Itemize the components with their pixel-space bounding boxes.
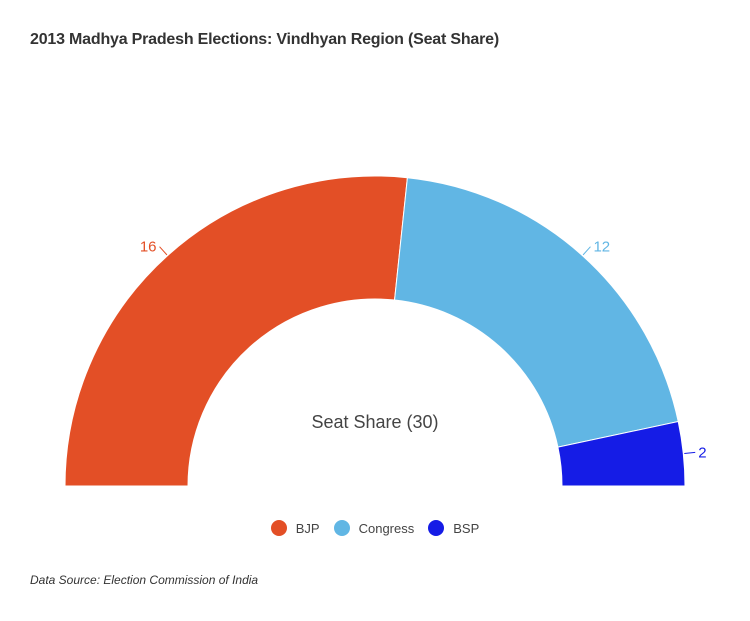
center-label: Seat Share (30) (311, 412, 438, 432)
legend-item-congress[interactable]: Congress (333, 520, 415, 536)
slice-bjp[interactable] (64, 175, 408, 487)
slice-bsp[interactable] (557, 420, 686, 487)
legend-item-bjp[interactable]: BJP (270, 520, 320, 536)
legend-dot-icon (270, 520, 287, 536)
legend-dot-icon (333, 520, 350, 536)
data-label-bsp: 2 (698, 444, 706, 461)
chart-title: 2013 Madhya Pradesh Elections: Vindhyan … (30, 31, 499, 48)
label-leader-line (582, 246, 591, 256)
legend-label: Congress (358, 520, 415, 536)
data-label-congress: 12 (593, 239, 610, 256)
slice-congress[interactable] (393, 177, 679, 448)
label-leader-line (684, 451, 696, 454)
data-label-bjp: 16 (140, 239, 157, 256)
data-source-note: Data Source: Election Commission of Indi… (30, 573, 259, 587)
legend-dot-icon (428, 520, 445, 536)
label-leader-line (159, 246, 168, 256)
legend: BJP Congress BSP (0, 520, 750, 536)
legend-item-bsp[interactable]: BSP (428, 520, 479, 536)
legend-label: BJP (295, 520, 320, 536)
legend-label: BSP (453, 520, 480, 536)
